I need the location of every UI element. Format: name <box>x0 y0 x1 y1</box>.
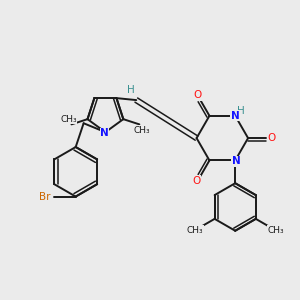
Text: O: O <box>268 133 276 143</box>
Text: Br: Br <box>39 192 51 202</box>
Text: O: O <box>194 90 202 100</box>
Text: N: N <box>100 128 109 138</box>
Text: H: H <box>128 85 135 95</box>
Text: H: H <box>237 106 245 116</box>
Text: CH₃: CH₃ <box>60 115 77 124</box>
Text: N: N <box>232 156 241 167</box>
Text: O: O <box>192 176 201 186</box>
Text: CH₃: CH₃ <box>267 226 284 235</box>
Text: N: N <box>231 111 240 121</box>
Text: CH₃: CH₃ <box>134 126 151 135</box>
Text: CH₃: CH₃ <box>187 226 203 235</box>
